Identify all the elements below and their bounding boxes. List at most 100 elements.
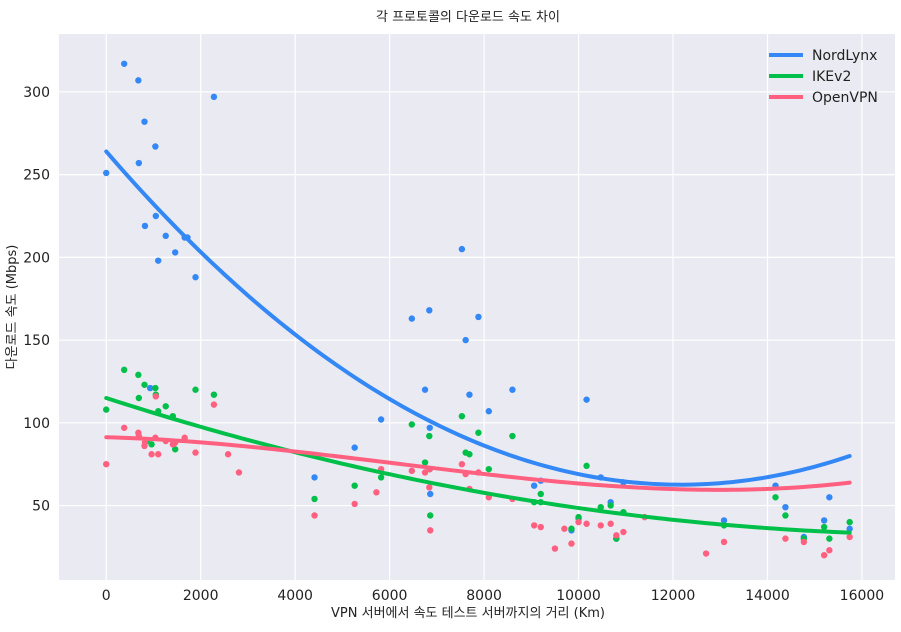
series-openvpn (103, 393, 853, 559)
data-point (826, 547, 833, 554)
x-axis-title: VPN 서버에서 속도 테스트 서버까지의 거리 (Km) (331, 606, 605, 621)
data-point (720, 517, 728, 524)
data-point (458, 245, 466, 253)
data-point (575, 513, 582, 521)
data-point (826, 535, 833, 542)
data-point (141, 118, 148, 125)
data-point (148, 451, 155, 458)
y-tick-label: 100 (23, 416, 50, 432)
data-point (408, 421, 416, 428)
x-gridlines (105, 34, 863, 580)
data-point (720, 538, 728, 546)
data-point (141, 222, 149, 230)
data-point (466, 391, 473, 398)
x-tick-label: 10000 (556, 588, 601, 604)
data-point (351, 482, 358, 489)
data-point (120, 60, 128, 67)
data-point (475, 313, 482, 321)
data-point (210, 391, 218, 398)
y-tick-label: 50 (32, 499, 50, 515)
data-point (103, 460, 110, 468)
data-point (408, 315, 416, 322)
data-point (462, 336, 469, 344)
data-point (530, 482, 538, 489)
data-point (171, 249, 179, 256)
x-tick-label: 16000 (840, 588, 885, 604)
plot-area (59, 34, 895, 580)
data-point (377, 416, 385, 423)
data-point (826, 494, 833, 501)
data-point (846, 518, 853, 526)
legend-item: NordLynx (769, 48, 877, 64)
data-point (224, 451, 232, 458)
data-point (426, 424, 433, 431)
x-tick-label: 12000 (651, 588, 696, 604)
data-point (351, 500, 358, 508)
data-point (427, 490, 434, 498)
data-point (820, 551, 828, 559)
y-tick-label: 300 (23, 85, 50, 101)
data-point (377, 474, 385, 481)
data-point (597, 522, 604, 529)
data-point (135, 77, 142, 84)
data-point (103, 406, 110, 413)
data-point (373, 489, 380, 496)
data-point (561, 525, 568, 532)
data-point (537, 490, 544, 498)
data-point (772, 494, 779, 501)
data-point (613, 532, 620, 539)
y-axis-title: 다운로드 속도 (Mbps) (5, 245, 20, 370)
data-point (120, 366, 128, 374)
data-point (846, 533, 853, 541)
x-tick-label: 14000 (745, 588, 790, 604)
data-point (135, 394, 143, 402)
chart-title: 각 프로토콜의 다운로드 속도 차이 (376, 10, 560, 25)
data-point (351, 444, 358, 451)
y-gridlines (59, 91, 895, 507)
data-point (120, 424, 128, 431)
legend: NordLynx IKEv2 OpenVPN (769, 48, 878, 106)
series-layer (103, 60, 853, 559)
x-tick-label: 0 (102, 588, 111, 604)
data-point (575, 518, 582, 526)
data-point (311, 495, 318, 503)
data-point (421, 469, 429, 476)
data-point (427, 527, 434, 534)
data-point (210, 93, 218, 101)
legend-item: OpenVPN (769, 90, 878, 106)
data-point (485, 465, 493, 473)
legend-label: IKEv2 (812, 69, 851, 85)
data-point (537, 523, 544, 531)
data-point (426, 432, 433, 440)
data-point (597, 504, 604, 511)
legend-label: NordLynx (812, 48, 877, 64)
data-point (311, 474, 318, 481)
data-point (583, 520, 590, 527)
data-point (820, 517, 828, 524)
y-tick-labels: 50 100 150 200 250 300 (23, 85, 50, 515)
data-point (154, 451, 162, 458)
data-point (458, 413, 466, 420)
trend-line-openvpn (104, 435, 852, 492)
legend-item: IKEv2 (769, 69, 851, 85)
trend-line-ikev2 (104, 396, 852, 535)
data-point (458, 460, 466, 468)
data-point (568, 540, 575, 547)
data-point (311, 512, 318, 519)
data-point (485, 408, 493, 415)
data-point (782, 512, 789, 519)
data-point (192, 386, 199, 393)
data-point (475, 429, 482, 436)
data-point (235, 469, 243, 476)
x-tick-label: 2000 (183, 588, 219, 604)
data-point (135, 159, 143, 167)
data-point (135, 371, 142, 379)
data-point (162, 232, 169, 240)
data-point (427, 512, 434, 519)
data-point (530, 522, 538, 529)
x-tick-label: 8000 (466, 588, 502, 604)
legend-label: OpenVPN (812, 90, 878, 106)
data-point (152, 143, 159, 150)
data-point (148, 441, 155, 448)
